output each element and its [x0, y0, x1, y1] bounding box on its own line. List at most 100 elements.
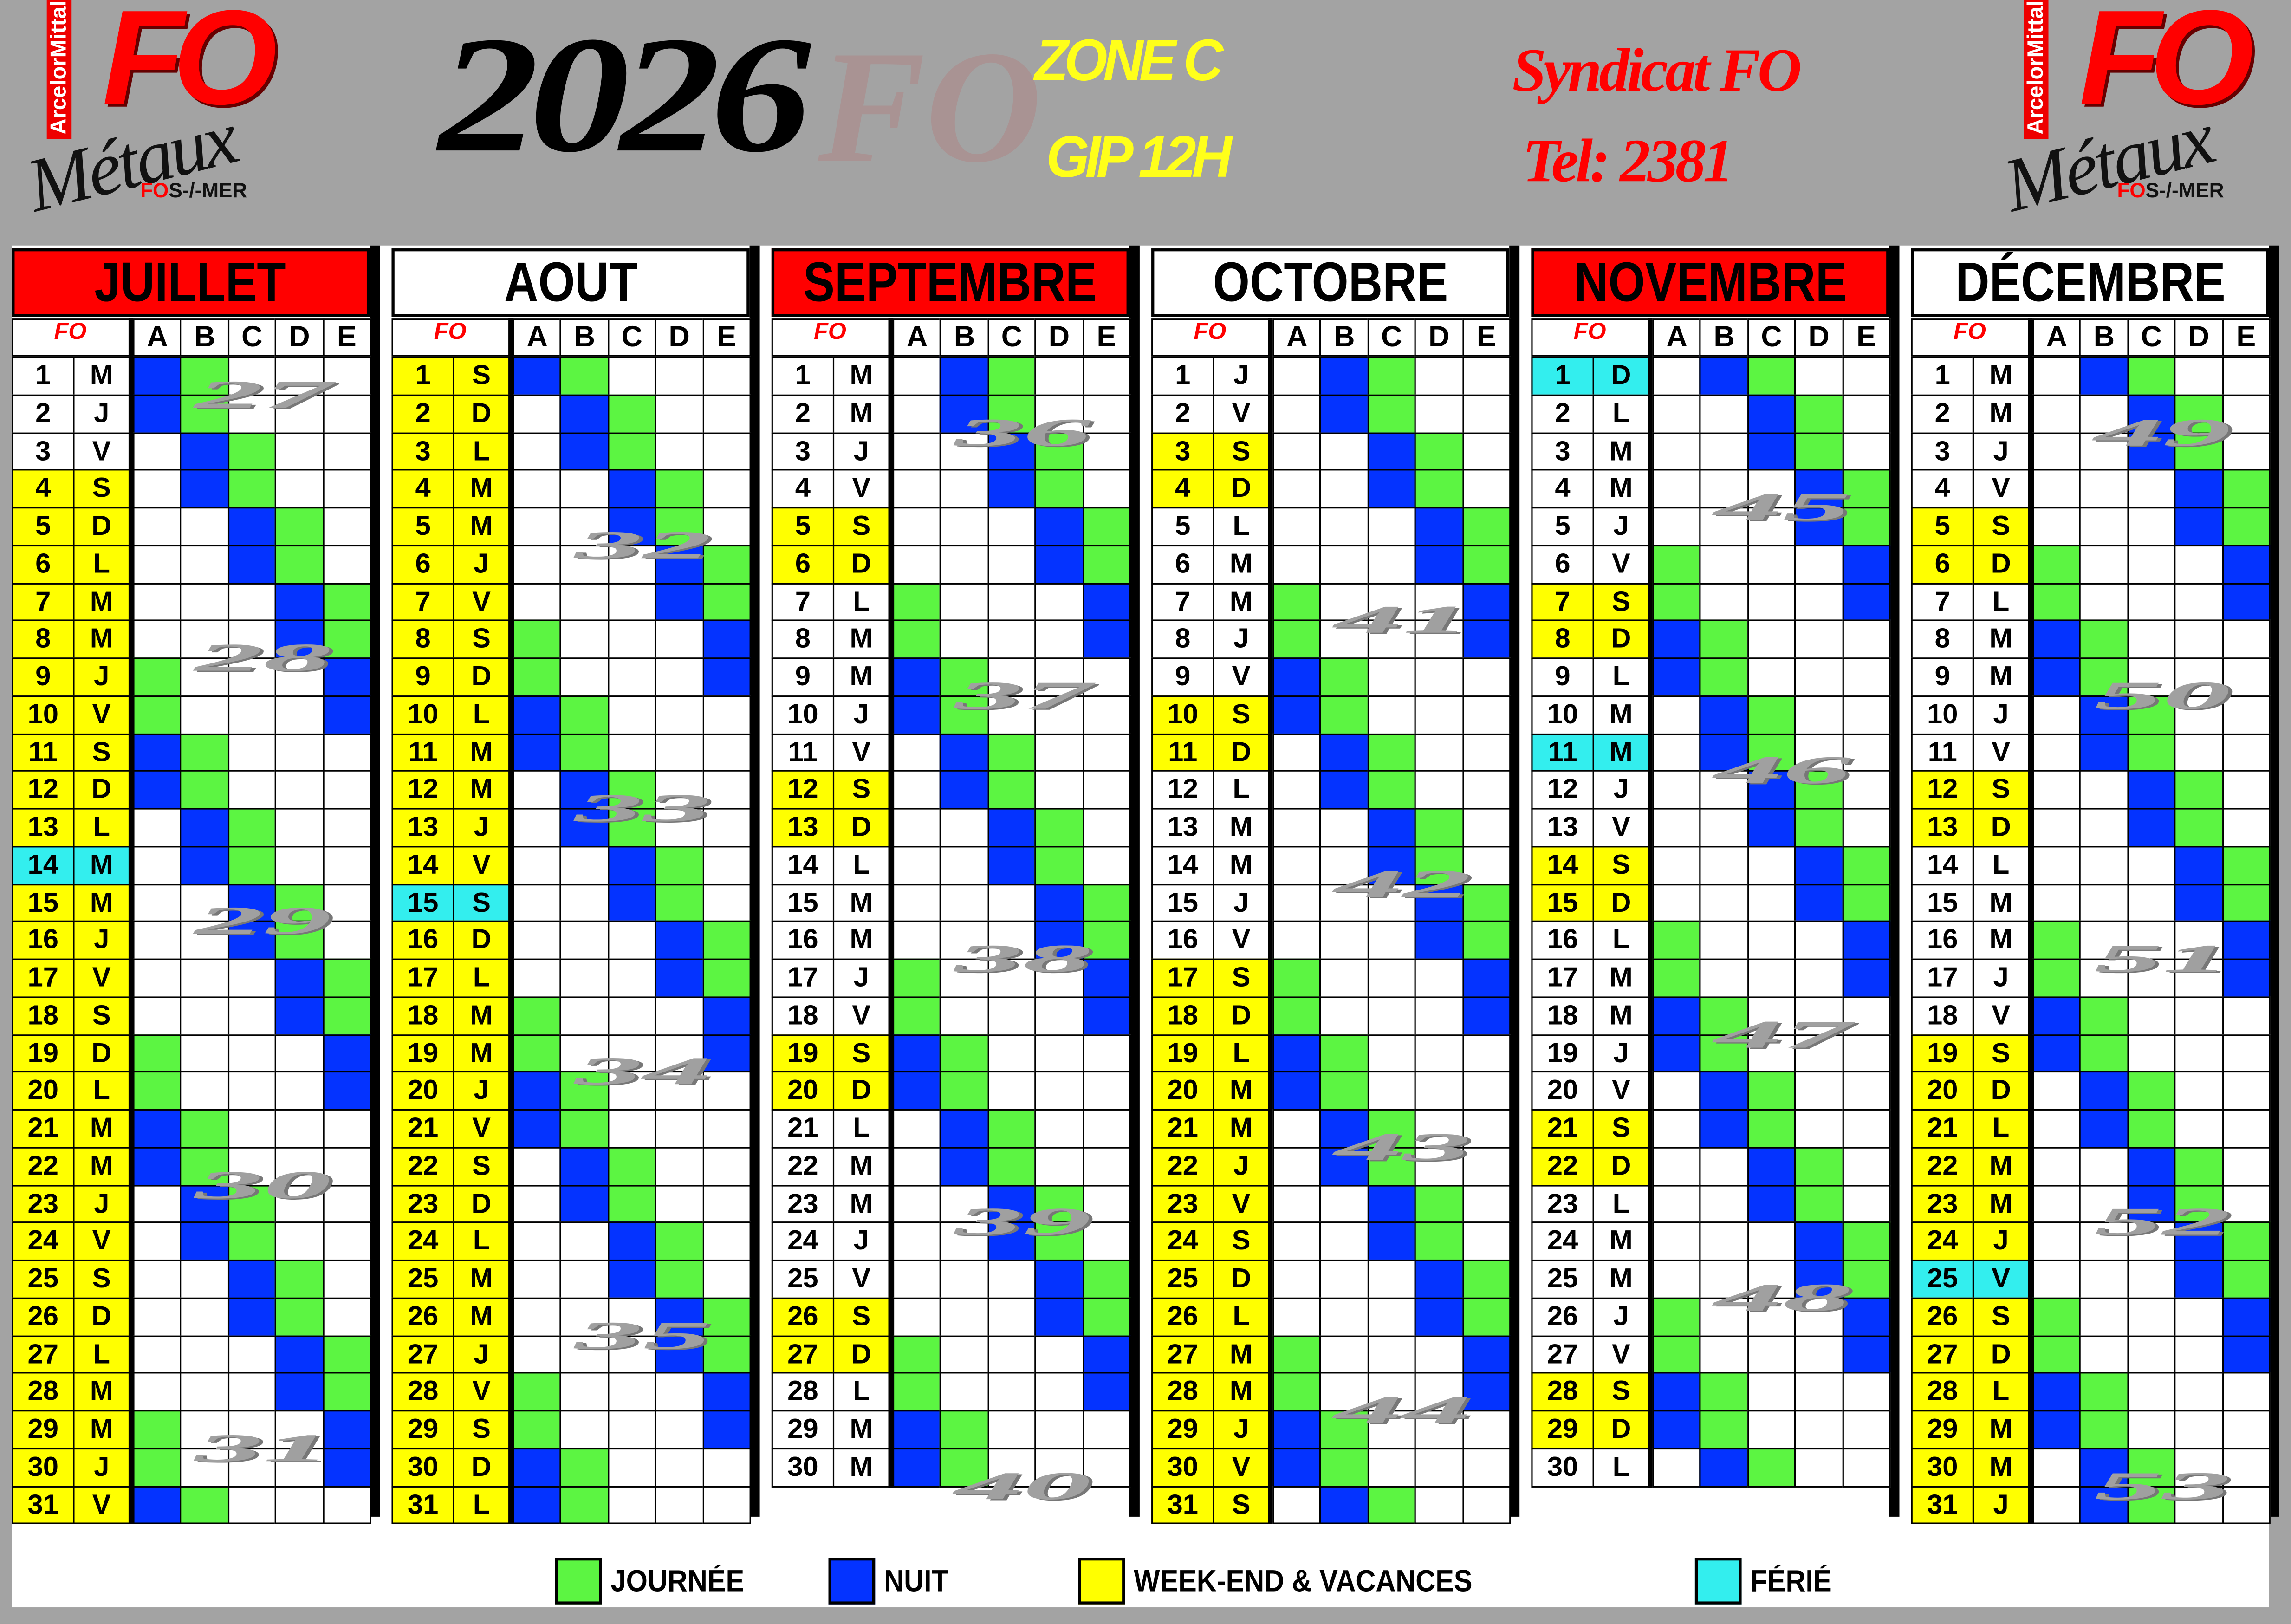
shift-journee-D: [1415, 432, 1464, 471]
shift-nuit-D: [2174, 845, 2223, 885]
shift-repos-D: [655, 733, 704, 772]
weekday-letter: D: [832, 808, 890, 847]
crew-header-C: C: [227, 318, 277, 357]
shift-nuit-E: [322, 1410, 371, 1449]
day-number: 5: [12, 507, 75, 546]
shift-repos-A: [133, 1297, 182, 1337]
shift-journee-C: [607, 1184, 656, 1224]
day-number: 23: [1151, 1184, 1214, 1224]
mini-fo-logo: FO: [54, 320, 87, 345]
shift-nuit-A: [1652, 657, 1701, 697]
shift-repos-B: [2079, 582, 2129, 622]
shift-journee-A: [133, 657, 182, 697]
shift-repos-C: [2127, 469, 2176, 509]
weekday-letter: J: [73, 394, 130, 434]
shift-journee-D: [1415, 1221, 1464, 1261]
month-separator: [370, 245, 380, 1517]
shift-repos-A: [133, 432, 182, 471]
shift-repos-C: [987, 582, 1037, 622]
shift-repos-E: [2221, 1410, 2271, 1449]
shift-repos-E: [1842, 695, 1891, 734]
shift-repos-B: [940, 620, 989, 659]
weekday-letter: S: [453, 1410, 510, 1449]
shift-nuit-B: [560, 770, 609, 810]
shift-repos-E: [702, 469, 751, 509]
day-number: 10: [771, 695, 835, 734]
shift-repos-A: [133, 469, 182, 509]
shift-journee-C: [1367, 770, 1416, 810]
crew-header-A: A: [513, 318, 562, 357]
shift-repos-E: [322, 1259, 371, 1299]
shift-repos-A: [513, 1335, 562, 1374]
shift-nuit-B: [1320, 356, 1369, 396]
weekday-letter: D: [1213, 469, 1270, 509]
shift-repos-A: [133, 620, 182, 659]
weekday-letter: J: [73, 1448, 130, 1487]
day-number: 28: [771, 1372, 835, 1412]
logo-fo-text: FO: [102, 0, 277, 133]
shift-nuit-B: [940, 733, 989, 772]
weekday-letter: S: [1213, 958, 1270, 998]
shift-journee-D: [1415, 808, 1464, 847]
shift-repos-C: [607, 695, 656, 734]
shift-repos-C: [1747, 1259, 1796, 1299]
shift-nuit-C: [607, 1221, 656, 1261]
day-number: 24: [771, 1221, 835, 1261]
shift-journee-A: [1652, 921, 1701, 960]
shift-repos-C: [1367, 1335, 1416, 1374]
shift-journee-B: [560, 695, 609, 734]
weekday-letter: S: [73, 733, 130, 772]
weekday-letter: M: [73, 1146, 130, 1186]
shift-repos-D: [1415, 620, 1464, 659]
shift-repos-E: [1462, 770, 1511, 810]
day-number: 19: [12, 1033, 75, 1073]
shift-nuit-A: [1652, 1033, 1701, 1073]
shift-nuit-B: [2079, 1071, 2129, 1111]
shift-repos-C: [227, 733, 277, 772]
shift-repos-D: [1034, 394, 1084, 434]
shift-repos-C: [987, 958, 1037, 998]
weekday-letter: M: [453, 996, 510, 1035]
shift-repos-C: [1747, 958, 1796, 998]
shift-repos-D: [655, 356, 704, 396]
shift-journee-D: [275, 1297, 324, 1337]
shift-repos-D: [655, 620, 704, 659]
shift-repos-C: [2127, 921, 2176, 960]
shift-repos-B: [1320, 958, 1369, 998]
day-number: 18: [1151, 996, 1214, 1035]
weekday-letter: J: [1213, 883, 1270, 922]
shift-nuit-A: [893, 657, 942, 697]
weekday-letter: M: [1592, 1259, 1650, 1299]
shift-journee-B: [1320, 1071, 1369, 1111]
shift-journee-C: [1747, 1448, 1796, 1487]
shift-repos-C: [227, 958, 277, 998]
weekday-letter: S: [73, 1259, 130, 1299]
shift-journee-C: [2127, 733, 2176, 772]
shift-journee-C: [2127, 1485, 2176, 1525]
weekday-letter: L: [453, 1485, 510, 1525]
day-number: 25: [1531, 1259, 1594, 1299]
day-number: 24: [391, 1221, 454, 1261]
shift-journee-D: [1034, 1184, 1084, 1224]
weekday-letter: M: [1592, 432, 1650, 471]
shift-repos-A: [513, 1259, 562, 1299]
shift-nuit-D: [275, 1372, 324, 1412]
weekday-letter: M: [832, 1184, 890, 1224]
shift-repos-A: [1272, 469, 1322, 509]
shift-repos-B: [180, 545, 229, 584]
shift-nuit-E: [702, 657, 751, 697]
shift-nuit-E: [1462, 958, 1511, 998]
shift-repos-A: [2032, 356, 2081, 396]
shift-repos-D: [1794, 1033, 1843, 1073]
shift-repos-A: [1272, 808, 1322, 847]
shift-repos-C: [987, 1335, 1037, 1374]
shift-repos-C: [2127, 996, 2176, 1035]
shift-repos-E: [1842, 1448, 1891, 1487]
day-number: 29: [1911, 1410, 1974, 1449]
shift-repos-B: [2079, 1335, 2129, 1374]
day-number: 21: [391, 1109, 454, 1148]
shift-repos-E: [702, 733, 751, 772]
shift-repos-C: [1367, 1297, 1416, 1337]
shift-nuit-E: [2221, 1297, 2271, 1337]
shift-nuit-C: [987, 845, 1037, 885]
